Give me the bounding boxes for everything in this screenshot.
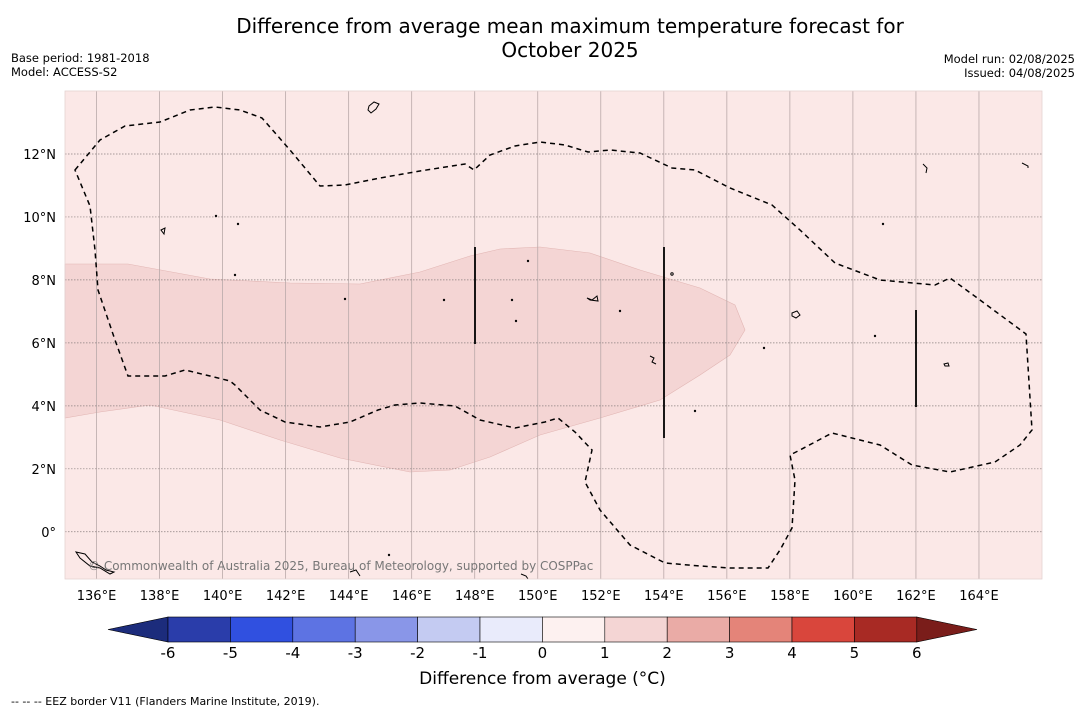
longitude-labels: 136°E 138°E 140°E 142°E 144°E 146°E 148°E 150°E… bbox=[77, 589, 999, 604]
colorbar: -6 -5 -4 -3 -2 -1 0 1 2 3 4 5 6 bbox=[107, 616, 978, 662]
island-outline bbox=[74, 551, 116, 575]
colorbar-tick-label: 0 bbox=[538, 644, 548, 662]
eez-border bbox=[74, 106, 1033, 569]
longitude-tick-label: 144°E bbox=[329, 589, 369, 604]
anomaly-1-to-2-region bbox=[64, 246, 746, 473]
colorbar-tick-label: 1 bbox=[600, 644, 610, 662]
colorbar-bin bbox=[542, 616, 606, 643]
island-outline bbox=[1021, 162, 1029, 168]
colorbar-bin bbox=[417, 616, 481, 643]
longitude-tick-label: 164°E bbox=[959, 589, 999, 604]
island-outline bbox=[922, 163, 928, 174]
colorbar-tick-label: -5 bbox=[223, 644, 238, 662]
base-period: Base period: 1981-2018 bbox=[11, 51, 150, 65]
map-frame bbox=[64, 90, 1043, 580]
island-dot bbox=[442, 298, 446, 302]
colorbar-tick-label: -4 bbox=[285, 644, 300, 662]
colorbar-bin bbox=[854, 616, 918, 643]
colorbar-bin bbox=[791, 616, 855, 643]
colorbar-tick-label: 3 bbox=[725, 644, 735, 662]
model-run: Model run: 02/08/2025 bbox=[943, 52, 1075, 66]
colorbar-bin bbox=[354, 616, 418, 643]
island-dot bbox=[762, 346, 766, 350]
colorbar-bin bbox=[729, 616, 793, 643]
latitude-tick-label: 2°N bbox=[32, 463, 57, 478]
longitude-tick-label: 136°E bbox=[77, 589, 117, 604]
island-dot bbox=[343, 297, 347, 301]
latitude-tick-label: 8°N bbox=[32, 274, 57, 289]
island-dot bbox=[670, 272, 674, 276]
island-outline bbox=[349, 569, 361, 577]
colorbar-tick-label: -3 bbox=[348, 644, 363, 662]
colorbar-bin bbox=[604, 616, 668, 643]
latitude-tick-label: 12°N bbox=[23, 148, 56, 163]
longitude-tick-label: 140°E bbox=[203, 589, 243, 604]
longitude-tick-label: 162°E bbox=[896, 589, 936, 604]
island-dot bbox=[618, 309, 622, 313]
colorbar-tick-label: 5 bbox=[850, 644, 860, 662]
longitude-tick-label: 148°E bbox=[455, 589, 495, 604]
colorbar-bin bbox=[666, 616, 730, 643]
longitude-tick-label: 154°E bbox=[644, 589, 684, 604]
colorbar-bin bbox=[230, 616, 294, 643]
meta-left: Base period: 1981-2018 Model: ACCESS-S2 bbox=[11, 51, 150, 79]
island-outline bbox=[943, 362, 950, 367]
colorbar-bin bbox=[479, 616, 543, 643]
colorbar-label: Difference from average (°C) bbox=[419, 669, 666, 689]
longitude-tick-label: 142°E bbox=[266, 589, 306, 604]
colorbar-bin bbox=[292, 616, 356, 643]
issued-date: Issued: 04/08/2025 bbox=[964, 66, 1075, 80]
island-dot bbox=[214, 214, 218, 218]
map-title-line1: Difference from average mean maximum tem… bbox=[236, 14, 904, 38]
island-dot bbox=[526, 259, 530, 263]
island-outline bbox=[791, 310, 801, 319]
island-outline bbox=[586, 295, 599, 302]
island-dot bbox=[693, 409, 697, 413]
island-outline bbox=[649, 355, 657, 365]
colorbar-tick-label: -6 bbox=[161, 644, 176, 662]
colorbar-tick-label: -1 bbox=[473, 644, 488, 662]
latitude-tick-label: 10°N bbox=[23, 211, 56, 226]
colorbar-tick-label: -2 bbox=[410, 644, 425, 662]
map-title-line2: October 2025 bbox=[501, 38, 639, 62]
latitude-labels: 0° 2°N 4°N 6°N 8°N 10°N 12°N bbox=[23, 148, 56, 541]
island-dot bbox=[873, 334, 877, 338]
island-dot bbox=[236, 222, 240, 226]
longitude-tick-label: 160°E bbox=[833, 589, 873, 604]
latitude-tick-label: 0° bbox=[41, 526, 56, 541]
meta-right: Model run: 02/08/2025 Issued: 04/08/2025 bbox=[944, 52, 1075, 80]
eez-legend-footnote: -- -- -- EEZ border V11 (Flanders Marine… bbox=[11, 695, 320, 708]
colorbar-tick-label: 2 bbox=[662, 644, 672, 662]
island-dot bbox=[510, 298, 514, 302]
island-dot bbox=[387, 553, 391, 557]
island-outline bbox=[367, 101, 380, 114]
model-name: Model: ACCESS-S2 bbox=[11, 65, 118, 79]
colorbar-tick-label: 4 bbox=[787, 644, 797, 662]
colorbar-bin bbox=[167, 616, 231, 643]
longitude-tick-label: 138°E bbox=[140, 589, 180, 604]
longitude-tick-label: 156°E bbox=[707, 589, 747, 604]
island-outline bbox=[160, 227, 166, 236]
latitude-tick-label: 6°N bbox=[32, 337, 57, 352]
latitude-tick-label: 4°N bbox=[32, 400, 57, 415]
map-title: Difference from average mean maximum tem… bbox=[180, 14, 960, 62]
longitude-tick-label: 158°E bbox=[770, 589, 810, 604]
copyright-notice: © Commonwealth of Australia 2025, Bureau… bbox=[88, 559, 593, 573]
longitude-tick-label: 150°E bbox=[518, 589, 558, 604]
colorbar-tick-label: 6 bbox=[912, 644, 922, 662]
island-dot bbox=[233, 273, 237, 277]
eez-boundary-lines bbox=[474, 247, 917, 438]
longitude-tick-label: 152°E bbox=[581, 589, 621, 604]
island-dot bbox=[881, 222, 885, 226]
longitude-tick-label: 146°E bbox=[392, 589, 432, 604]
colorbar-extend-low bbox=[107, 616, 169, 643]
eez-border-main bbox=[74, 106, 1033, 569]
island-outline bbox=[520, 573, 529, 580]
colorbar-extend-high bbox=[916, 616, 978, 643]
islands bbox=[74, 101, 1029, 580]
graticule bbox=[65, 91, 1042, 579]
island-dot bbox=[514, 319, 518, 323]
